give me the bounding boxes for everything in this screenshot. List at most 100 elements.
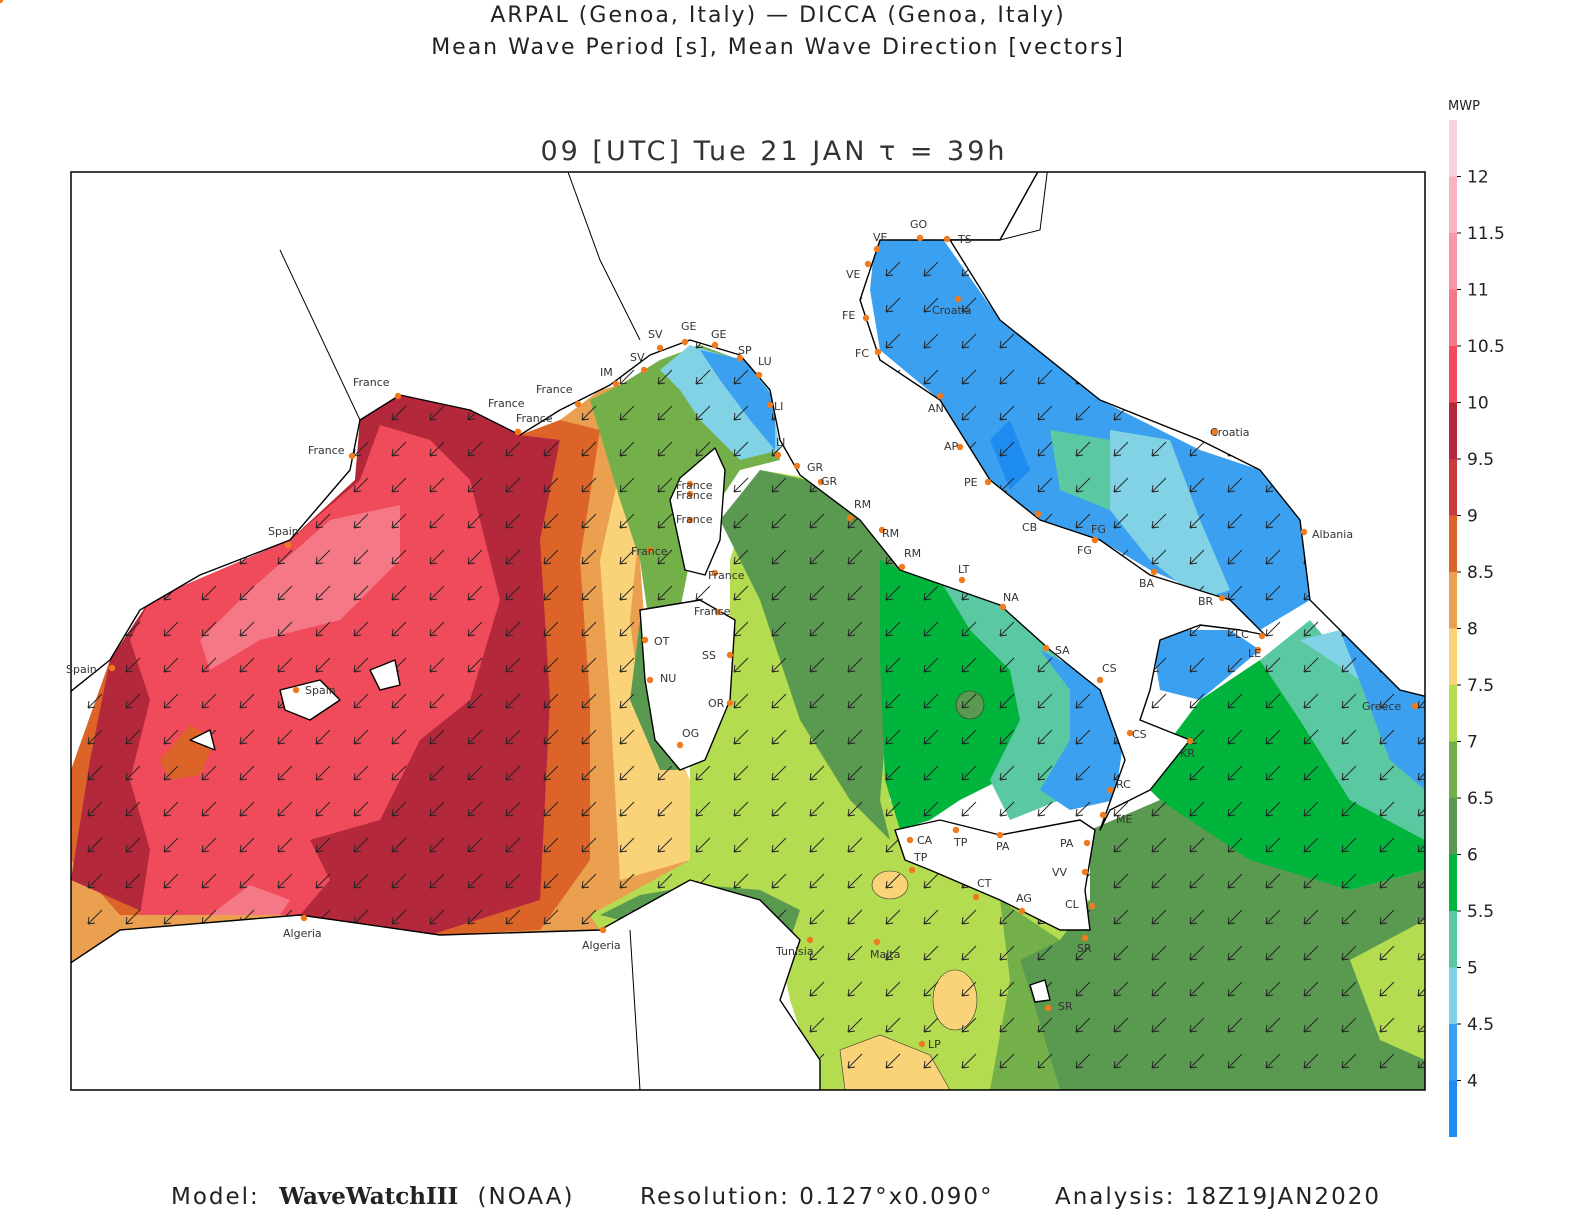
place-label: VV [1052, 866, 1068, 879]
place-dot [1091, 536, 1099, 544]
colorbar-tick-label: 8 [1467, 620, 1478, 640]
colorbar-band [1449, 572, 1457, 629]
place-dot [646, 546, 654, 554]
place-label: RM [882, 527, 899, 540]
place-dot [1126, 729, 1134, 737]
place-label: TP [953, 836, 968, 849]
place-label: France [353, 376, 390, 389]
place-label: Algeria [582, 939, 621, 952]
place-label: GO [910, 218, 928, 231]
place-label: LC [1235, 628, 1249, 641]
place-label: CS [1102, 662, 1117, 675]
place-label: France [308, 444, 345, 457]
footer: Model: WaveWatchIII (NOAA) Resolution: 0… [171, 1183, 1379, 1210]
colorbar-tick-label: 8.5 [1467, 563, 1494, 583]
place-label: Albania [1312, 528, 1353, 541]
place-label: SP [738, 344, 752, 357]
colorbar-tick-label: 12 [1467, 168, 1489, 188]
place-dot [774, 451, 782, 459]
place-dot [736, 354, 744, 362]
place-dot [793, 462, 801, 470]
place-dot [1096, 676, 1104, 684]
place-dot [711, 341, 719, 349]
place-label: BR [1198, 595, 1214, 608]
place-label: IM [600, 366, 613, 379]
colorbar-band [1449, 685, 1457, 742]
place-label: AP [944, 440, 959, 453]
colorbar-band [1449, 1080, 1457, 1137]
place-dot [972, 893, 980, 901]
colorbar-tick-label: 7.5 [1467, 676, 1494, 696]
place-dot [908, 866, 916, 874]
place-label: Tunisia [775, 945, 814, 958]
place-dot [1088, 902, 1096, 910]
place-dot [686, 480, 694, 488]
colorbar-band [1449, 1024, 1457, 1081]
place-label: France [694, 605, 731, 618]
place-label: RM [854, 498, 871, 511]
place-dot [936, 392, 944, 400]
place-dot [984, 478, 992, 486]
place-label: PE [964, 476, 978, 489]
place-label: France [676, 489, 713, 502]
place-label: LP [928, 1038, 941, 1051]
place-dot [646, 676, 654, 684]
place-label: Algeria [283, 927, 322, 940]
colorbar-band [1449, 459, 1457, 516]
place-dot [1300, 528, 1308, 536]
model-name: WaveWatchIII [278, 1183, 458, 1210]
place-dot [806, 936, 814, 944]
colorbar-band [1449, 346, 1457, 403]
colorbar-band [1449, 798, 1457, 855]
place-label: France [516, 412, 553, 425]
place-label: FG [1077, 544, 1092, 557]
time-label: 09 [UTC] Tue 21 JAN τ = 39h [540, 136, 1007, 167]
place-label: Spain [66, 663, 97, 676]
place-label: CA [917, 834, 933, 847]
place-dot [726, 651, 734, 659]
model-source: (NOAA) [478, 1184, 575, 1210]
place-label: GE [711, 328, 727, 341]
place-dot [1018, 907, 1026, 915]
place-dot [641, 636, 649, 644]
place-label: AN [928, 402, 944, 415]
map [71, 172, 1425, 1090]
place-label: PA [1060, 837, 1074, 850]
place-dot [292, 686, 300, 694]
colorbar-band [1449, 120, 1457, 177]
place-label: France [676, 479, 713, 492]
place-label: NU [660, 672, 676, 685]
place-label: BA [1139, 577, 1155, 590]
place-label: OG [682, 727, 699, 740]
place-label: KR [1180, 747, 1195, 760]
place-dot [1042, 644, 1050, 652]
place-dot [348, 452, 356, 460]
resolution: Resolution: 0.127°x0.090° [640, 1184, 994, 1210]
place-dot [954, 295, 962, 303]
place-label: TP [913, 851, 928, 864]
place-dot [766, 401, 774, 409]
colorbar-band [1449, 515, 1457, 572]
place-label: LI [776, 436, 785, 449]
place-label: LE [1248, 647, 1261, 660]
place-dot [0, 0, 4, 4]
colorbar-tick-label: 6.5 [1467, 789, 1494, 809]
colorbar-tick-label: 9.5 [1467, 450, 1494, 470]
place-label: France [488, 397, 525, 410]
place-label: GR [807, 461, 824, 474]
place-dot [1211, 428, 1219, 436]
place-dot [873, 938, 881, 946]
place-label: OT [654, 635, 670, 648]
place-dot [1186, 737, 1194, 745]
place-dot [726, 699, 734, 707]
place-label: AG [0, 0, 16, 3]
place-dot [1258, 632, 1266, 640]
place-dot [108, 664, 116, 672]
footer-text: Model: WaveWatchIII (NOAA) [171, 1183, 575, 1210]
place-label: OR [708, 697, 725, 710]
place-dot [599, 926, 607, 934]
colorbar-band [1449, 176, 1457, 233]
colorbar-tick-label: 4 [1467, 1072, 1478, 1092]
place-label: LU [758, 355, 772, 368]
place-dot [918, 1040, 926, 1048]
